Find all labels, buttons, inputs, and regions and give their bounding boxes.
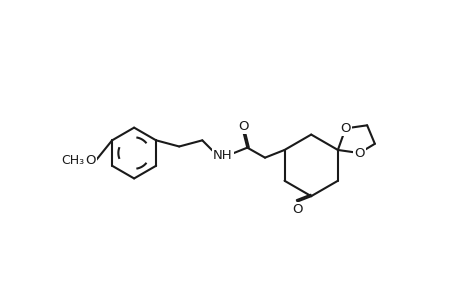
Text: O: O xyxy=(238,120,248,133)
Text: O: O xyxy=(353,146,364,160)
Text: O: O xyxy=(340,122,350,135)
Text: O: O xyxy=(85,154,96,167)
Text: NH: NH xyxy=(213,149,232,162)
Text: O: O xyxy=(291,203,302,216)
Text: CH₃: CH₃ xyxy=(61,154,84,167)
